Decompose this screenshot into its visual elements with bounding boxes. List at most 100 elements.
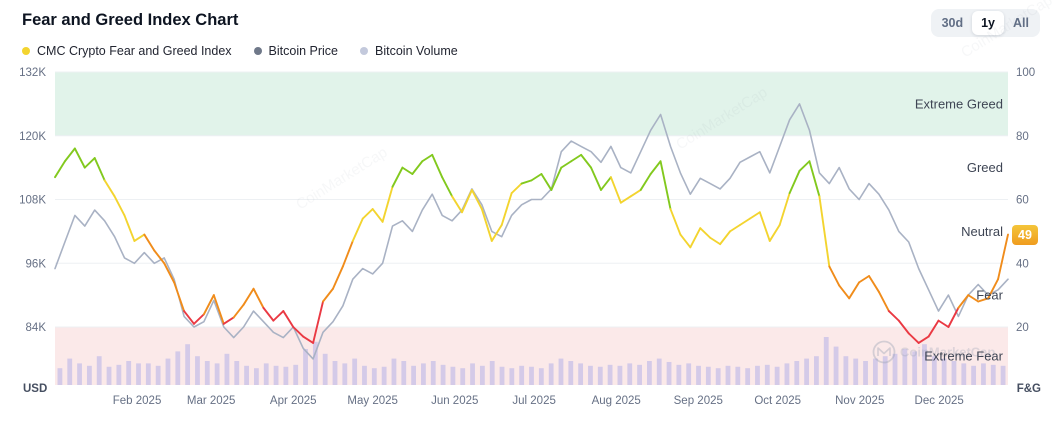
zone-label-fear: Fear xyxy=(976,288,1003,303)
volume-bar xyxy=(460,368,466,385)
fng-line-segment xyxy=(212,294,225,325)
fng-line-segment xyxy=(272,310,285,322)
fng-line-segment xyxy=(887,310,900,322)
volume-bar xyxy=(401,361,407,385)
fng-line-segment xyxy=(550,166,563,191)
fng-line-segment xyxy=(202,294,215,316)
fng-line-segment xyxy=(421,153,434,163)
fng-line-segment xyxy=(828,265,841,287)
month-label: Oct 2025 xyxy=(754,395,801,407)
fng-line-segment xyxy=(967,294,980,303)
fng-line-segment xyxy=(629,188,642,198)
period-switcher: 30d 1y All xyxy=(930,9,1040,37)
watermark-brand-text: CoinMarketCap xyxy=(900,345,995,360)
volume-bar xyxy=(381,366,387,385)
fng-line-segment xyxy=(877,290,890,313)
fng-line-segment xyxy=(897,319,910,335)
volume-bar xyxy=(990,364,996,385)
fng-line-segment xyxy=(600,176,612,191)
zone-label-greed: Greed xyxy=(967,160,1003,175)
volume-bar xyxy=(568,361,574,385)
legend-label-bitcoin-volume: Bitcoin Volume xyxy=(375,44,458,58)
zone-label-extreme-greed: Extreme Greed xyxy=(915,96,1003,111)
fng-line-segment xyxy=(977,297,990,303)
volume-bar xyxy=(558,358,564,385)
fng-line-segment xyxy=(73,147,86,169)
fng-line-segment xyxy=(83,157,96,169)
fng-line-segment xyxy=(500,192,513,226)
fng-line-segment xyxy=(411,160,424,175)
fng-line-segment xyxy=(957,294,970,309)
zone-label-extreme-fear: Extreme Fear xyxy=(924,349,1003,364)
fng-line-segment xyxy=(729,224,741,233)
volume-bar xyxy=(77,363,82,385)
volume-bar xyxy=(224,353,230,385)
legend-item-fng-index[interactable]: CMC Crypto Fear and Greed Index xyxy=(22,44,232,58)
volume-bar xyxy=(637,364,642,385)
zone-label-neutral: Neutral xyxy=(961,224,1003,239)
volume-bar xyxy=(715,368,721,385)
fng-line-segment xyxy=(252,287,265,309)
volume-bar xyxy=(745,368,751,385)
legend-item-bitcoin-volume[interactable]: Bitcoin Volume xyxy=(360,44,458,58)
fng-line-segment xyxy=(103,179,116,198)
volume-bar xyxy=(283,366,289,385)
volume-bar xyxy=(450,366,456,385)
fng-line-segment xyxy=(570,153,583,163)
fng-line-segment xyxy=(907,332,920,344)
bitcoin-volume-dot-icon xyxy=(360,47,369,55)
right-axis-tick-label: 80 xyxy=(1016,131,1029,143)
fng-line-segment xyxy=(947,306,960,328)
fng-line-segment xyxy=(748,211,761,220)
bitcoin-price-line xyxy=(54,103,1009,360)
volume-bar xyxy=(519,365,525,385)
fng-line-segment xyxy=(768,224,781,242)
period-all-button[interactable]: All xyxy=(1004,11,1038,35)
volume-bar xyxy=(823,337,829,385)
month-label: Feb 2025 xyxy=(113,395,162,407)
volume-bar xyxy=(126,361,132,385)
fng-line-segment xyxy=(322,287,334,303)
volume-bar xyxy=(185,344,191,385)
legend-item-bitcoin-price[interactable]: Bitcoin Price xyxy=(253,44,338,58)
month-label: May 2025 xyxy=(347,395,398,407)
fng-line-segment xyxy=(123,214,136,242)
volume-bar xyxy=(175,351,181,385)
fng-line-segment xyxy=(113,195,126,217)
volume-bar xyxy=(204,361,210,385)
volume-bar xyxy=(352,358,358,385)
fng-line-segment xyxy=(431,153,444,179)
volume-bar xyxy=(67,358,73,385)
left-axis-tick-label: 108K xyxy=(19,195,46,207)
fng-line-segment xyxy=(470,188,483,211)
volume-bar xyxy=(234,361,240,385)
fng-line-segment xyxy=(262,306,275,322)
volume-bar xyxy=(254,368,259,385)
month-label: Jul 2025 xyxy=(512,395,555,407)
volume-bar xyxy=(1000,365,1006,385)
fng-line-segment xyxy=(609,176,622,204)
volume-bar xyxy=(96,356,102,385)
volume-bar xyxy=(578,363,584,385)
left-axis-tick-label: 84K xyxy=(26,322,47,334)
volume-bar xyxy=(843,356,849,385)
fng-line-segment xyxy=(371,208,384,223)
volume-bar xyxy=(155,365,161,385)
volume-bar xyxy=(597,366,603,385)
fng-line-segment xyxy=(341,239,354,268)
period-1y-button[interactable]: 1y xyxy=(972,11,1005,35)
fng-line-segment xyxy=(461,188,473,214)
volume-bar xyxy=(332,361,338,385)
right-axis-tick-label: 40 xyxy=(1016,258,1029,270)
fng-line-segment xyxy=(580,153,593,169)
fng-line-segment xyxy=(183,310,195,325)
fng-line-segment xyxy=(232,303,245,319)
volume-bar xyxy=(588,365,593,385)
volume-bar xyxy=(912,351,918,385)
volume-bar xyxy=(902,349,908,385)
fng-line-segment xyxy=(868,275,880,293)
month-label: Nov 2025 xyxy=(835,395,884,407)
period-30d-button[interactable]: 30d xyxy=(933,11,973,35)
